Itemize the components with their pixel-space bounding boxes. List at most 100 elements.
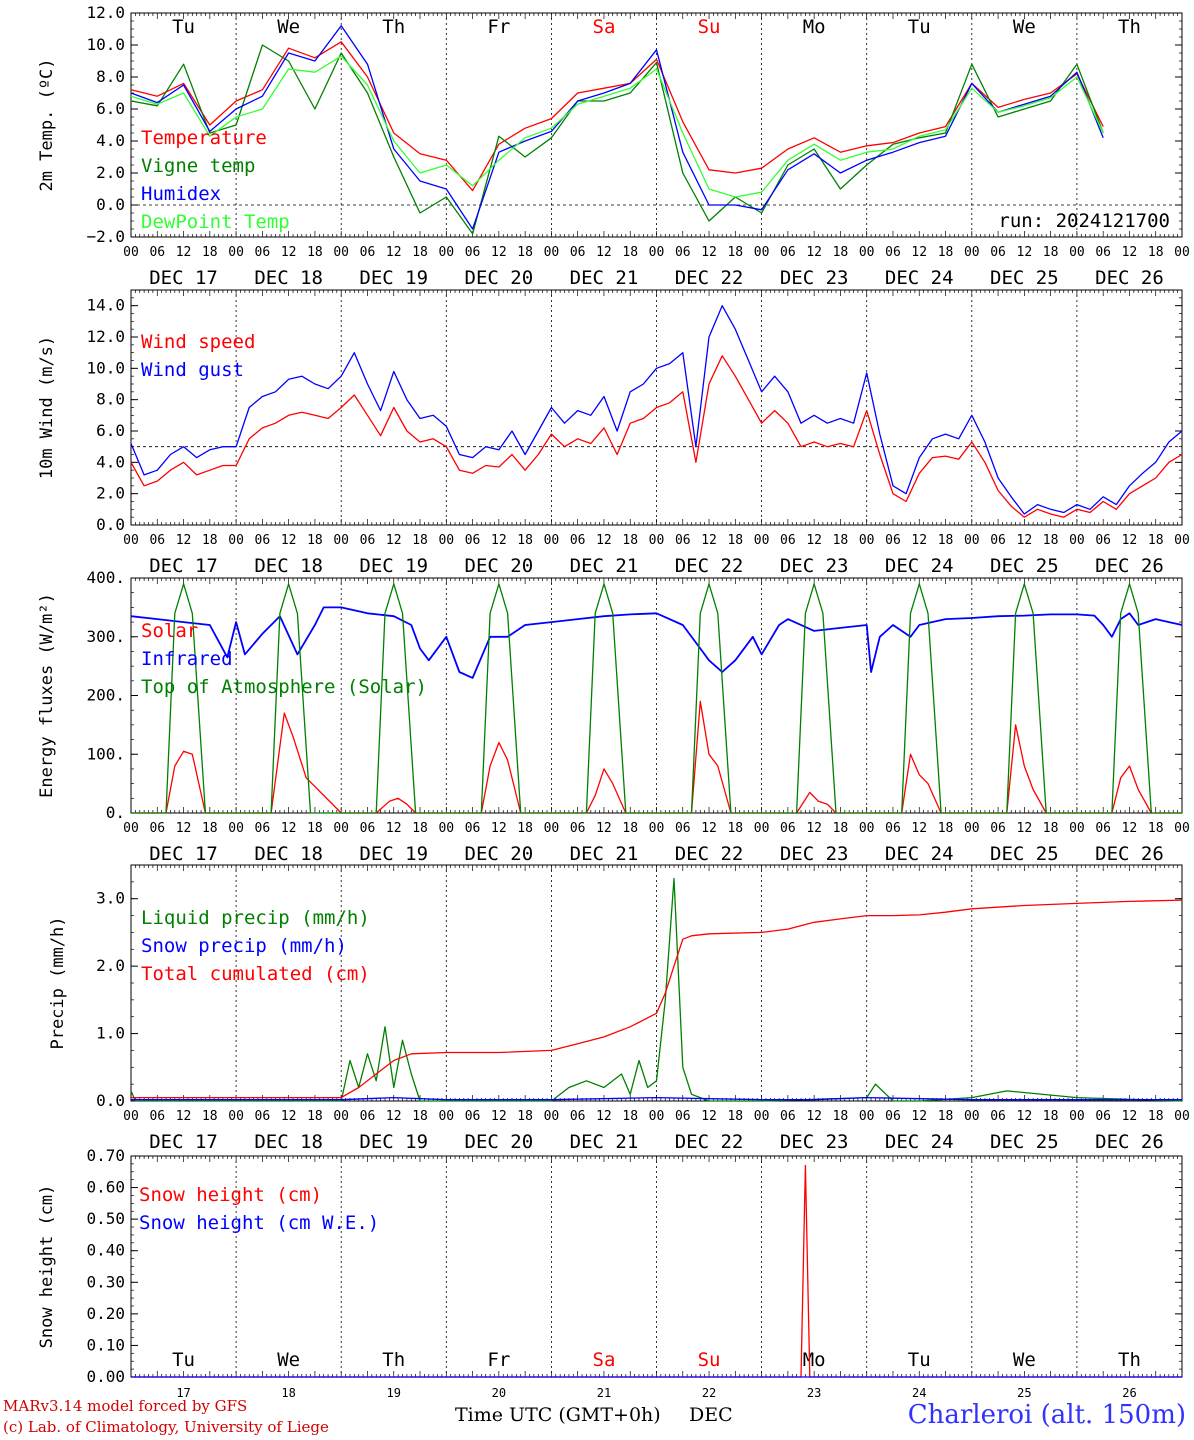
x-hour-label: 18 (622, 245, 638, 260)
legend-entry: Snow precip (mm/h) (141, 935, 347, 957)
x-hour-label: 18 (622, 821, 638, 836)
legend-entry: Vigne temp (141, 155, 255, 177)
y-tick-label: 10.0 (86, 35, 125, 54)
x-hour-label: 00 (123, 1109, 139, 1124)
series-line (131, 583, 1182, 814)
x-hour-label: 06 (780, 245, 796, 260)
x-hour-label: 12 (386, 245, 402, 260)
y-tick-label: 2.0 (96, 484, 125, 503)
y-tick-label: 100. (86, 744, 125, 763)
x-hour-label: 06 (780, 821, 796, 836)
x-hour-label: 12 (806, 1109, 822, 1124)
x-hour-label: 18 (202, 533, 218, 548)
x-hour-label: 06 (149, 1109, 165, 1124)
legend-entry: Humidex (141, 183, 221, 205)
x-hour-label: 18 (727, 1109, 743, 1124)
y-tick-label: 8.0 (96, 390, 125, 409)
x-day-number: 23 (807, 1386, 821, 1400)
x-hour-label: 12 (596, 245, 612, 260)
day-name-label: Mo (803, 1349, 826, 1371)
x-hour-label: 06 (255, 245, 271, 260)
y-tick-label: 0. (106, 803, 125, 822)
x-hour-label: 12 (701, 533, 717, 548)
x-day-number: 26 (1122, 1386, 1136, 1400)
x-day-label: DEC 23 (780, 843, 849, 865)
y-tick-label: 0.20 (86, 1304, 125, 1323)
y-tick-label: 0.40 (86, 1241, 125, 1260)
day-name-label: Fr (487, 1349, 510, 1371)
x-day-label: DEC 20 (465, 267, 534, 289)
x-hour-label: 18 (833, 533, 849, 548)
x-hour-label: 18 (938, 533, 954, 548)
y-tick-label: 400. (86, 568, 125, 587)
day-name-label: We (277, 16, 300, 38)
x-day-label: DEC 18 (254, 267, 323, 289)
legend-entry: Wind gust (141, 359, 244, 381)
x-hour-label: 18 (727, 245, 743, 260)
x-day-label: DEC 17 (149, 555, 218, 577)
x-day-label: DEC 23 (780, 1131, 849, 1153)
x-hour-label: 18 (307, 821, 323, 836)
x-hour-label: 00 (123, 245, 139, 260)
x-hour-label: 06 (149, 245, 165, 260)
y-tick-label: 3.0 (96, 889, 125, 908)
x-hour-label: 18 (622, 533, 638, 548)
x-hour-label: 00 (964, 821, 980, 836)
x-hour-label: 00 (228, 1109, 244, 1124)
y-tick-label: 4.0 (96, 131, 125, 150)
x-hour-label: 18 (833, 1109, 849, 1124)
x-day-label: DEC 19 (359, 267, 428, 289)
x-hour-label: 00 (1174, 245, 1190, 260)
x-hour-label: 06 (570, 533, 586, 548)
x-hour-label: 00 (333, 245, 349, 260)
y-tick-label: 12.0 (86, 327, 125, 346)
x-hour-label: 00 (123, 821, 139, 836)
day-name-label: We (1013, 1349, 1036, 1371)
x-day-number: 17 (176, 1386, 190, 1400)
x-day-label: DEC 25 (990, 1131, 1059, 1153)
x-hour-label: 12 (911, 245, 927, 260)
x-hour-label: 18 (1043, 821, 1059, 836)
x-hour-label: 00 (438, 821, 454, 836)
x-hour-label: 18 (307, 245, 323, 260)
x-hour-label: 00 (1069, 1109, 1085, 1124)
x-hour-label: 00 (754, 1109, 770, 1124)
x-hour-label: 00 (649, 245, 665, 260)
x-hour-label: 06 (990, 1109, 1006, 1124)
day-name-label: Fr (487, 16, 510, 38)
x-hour-label: 12 (1122, 533, 1138, 548)
x-day-number: 24 (912, 1386, 926, 1400)
x-hour-label: 00 (123, 533, 139, 548)
x-hour-label: 18 (622, 1109, 638, 1124)
x-hour-label: 12 (1122, 245, 1138, 260)
x-hour-label: 00 (1174, 1109, 1190, 1124)
x-hour-label: 00 (333, 821, 349, 836)
panel-snow: 0.00 0.10 0.20 0.30 0.40 0.50 0.60 0.70 Snow hei… (37, 1146, 1183, 1400)
day-name-label: Tu (908, 1349, 931, 1371)
x-hour-label: 12 (386, 1109, 402, 1124)
x-hour-label: 18 (517, 245, 533, 260)
x-hour-label: 18 (412, 821, 428, 836)
day-name-label: We (277, 1349, 300, 1371)
x-hour-label: 12 (911, 821, 927, 836)
x-hour-label: 00 (1174, 533, 1190, 548)
x-hour-label: 18 (938, 245, 954, 260)
x-day-label: DEC 20 (465, 1131, 534, 1153)
x-day-label: DEC 21 (570, 555, 639, 577)
day-name-label: Sa (593, 1349, 616, 1371)
x-hour-label: 18 (1043, 1109, 1059, 1124)
x-hour-label: 18 (833, 245, 849, 260)
x-axis-title: Time UTC (GMT+0h) (455, 1404, 661, 1426)
x-hour-label: 12 (491, 1109, 507, 1124)
x-hour-label: 00 (544, 1109, 560, 1124)
day-name-label: Tu (172, 16, 195, 38)
x-hour-label: 00 (438, 533, 454, 548)
legend-entry: DewPoint Temp (141, 211, 290, 233)
day-name-label: Th (1118, 1349, 1141, 1371)
y-tick-label: 0.00 (86, 1367, 125, 1386)
x-hour-label: 18 (938, 821, 954, 836)
x-day-label: DEC 22 (675, 1131, 744, 1153)
x-hour-label: 18 (1148, 1109, 1164, 1124)
x-hour-label: 00 (438, 1109, 454, 1124)
x-hour-label: 12 (1122, 821, 1138, 836)
